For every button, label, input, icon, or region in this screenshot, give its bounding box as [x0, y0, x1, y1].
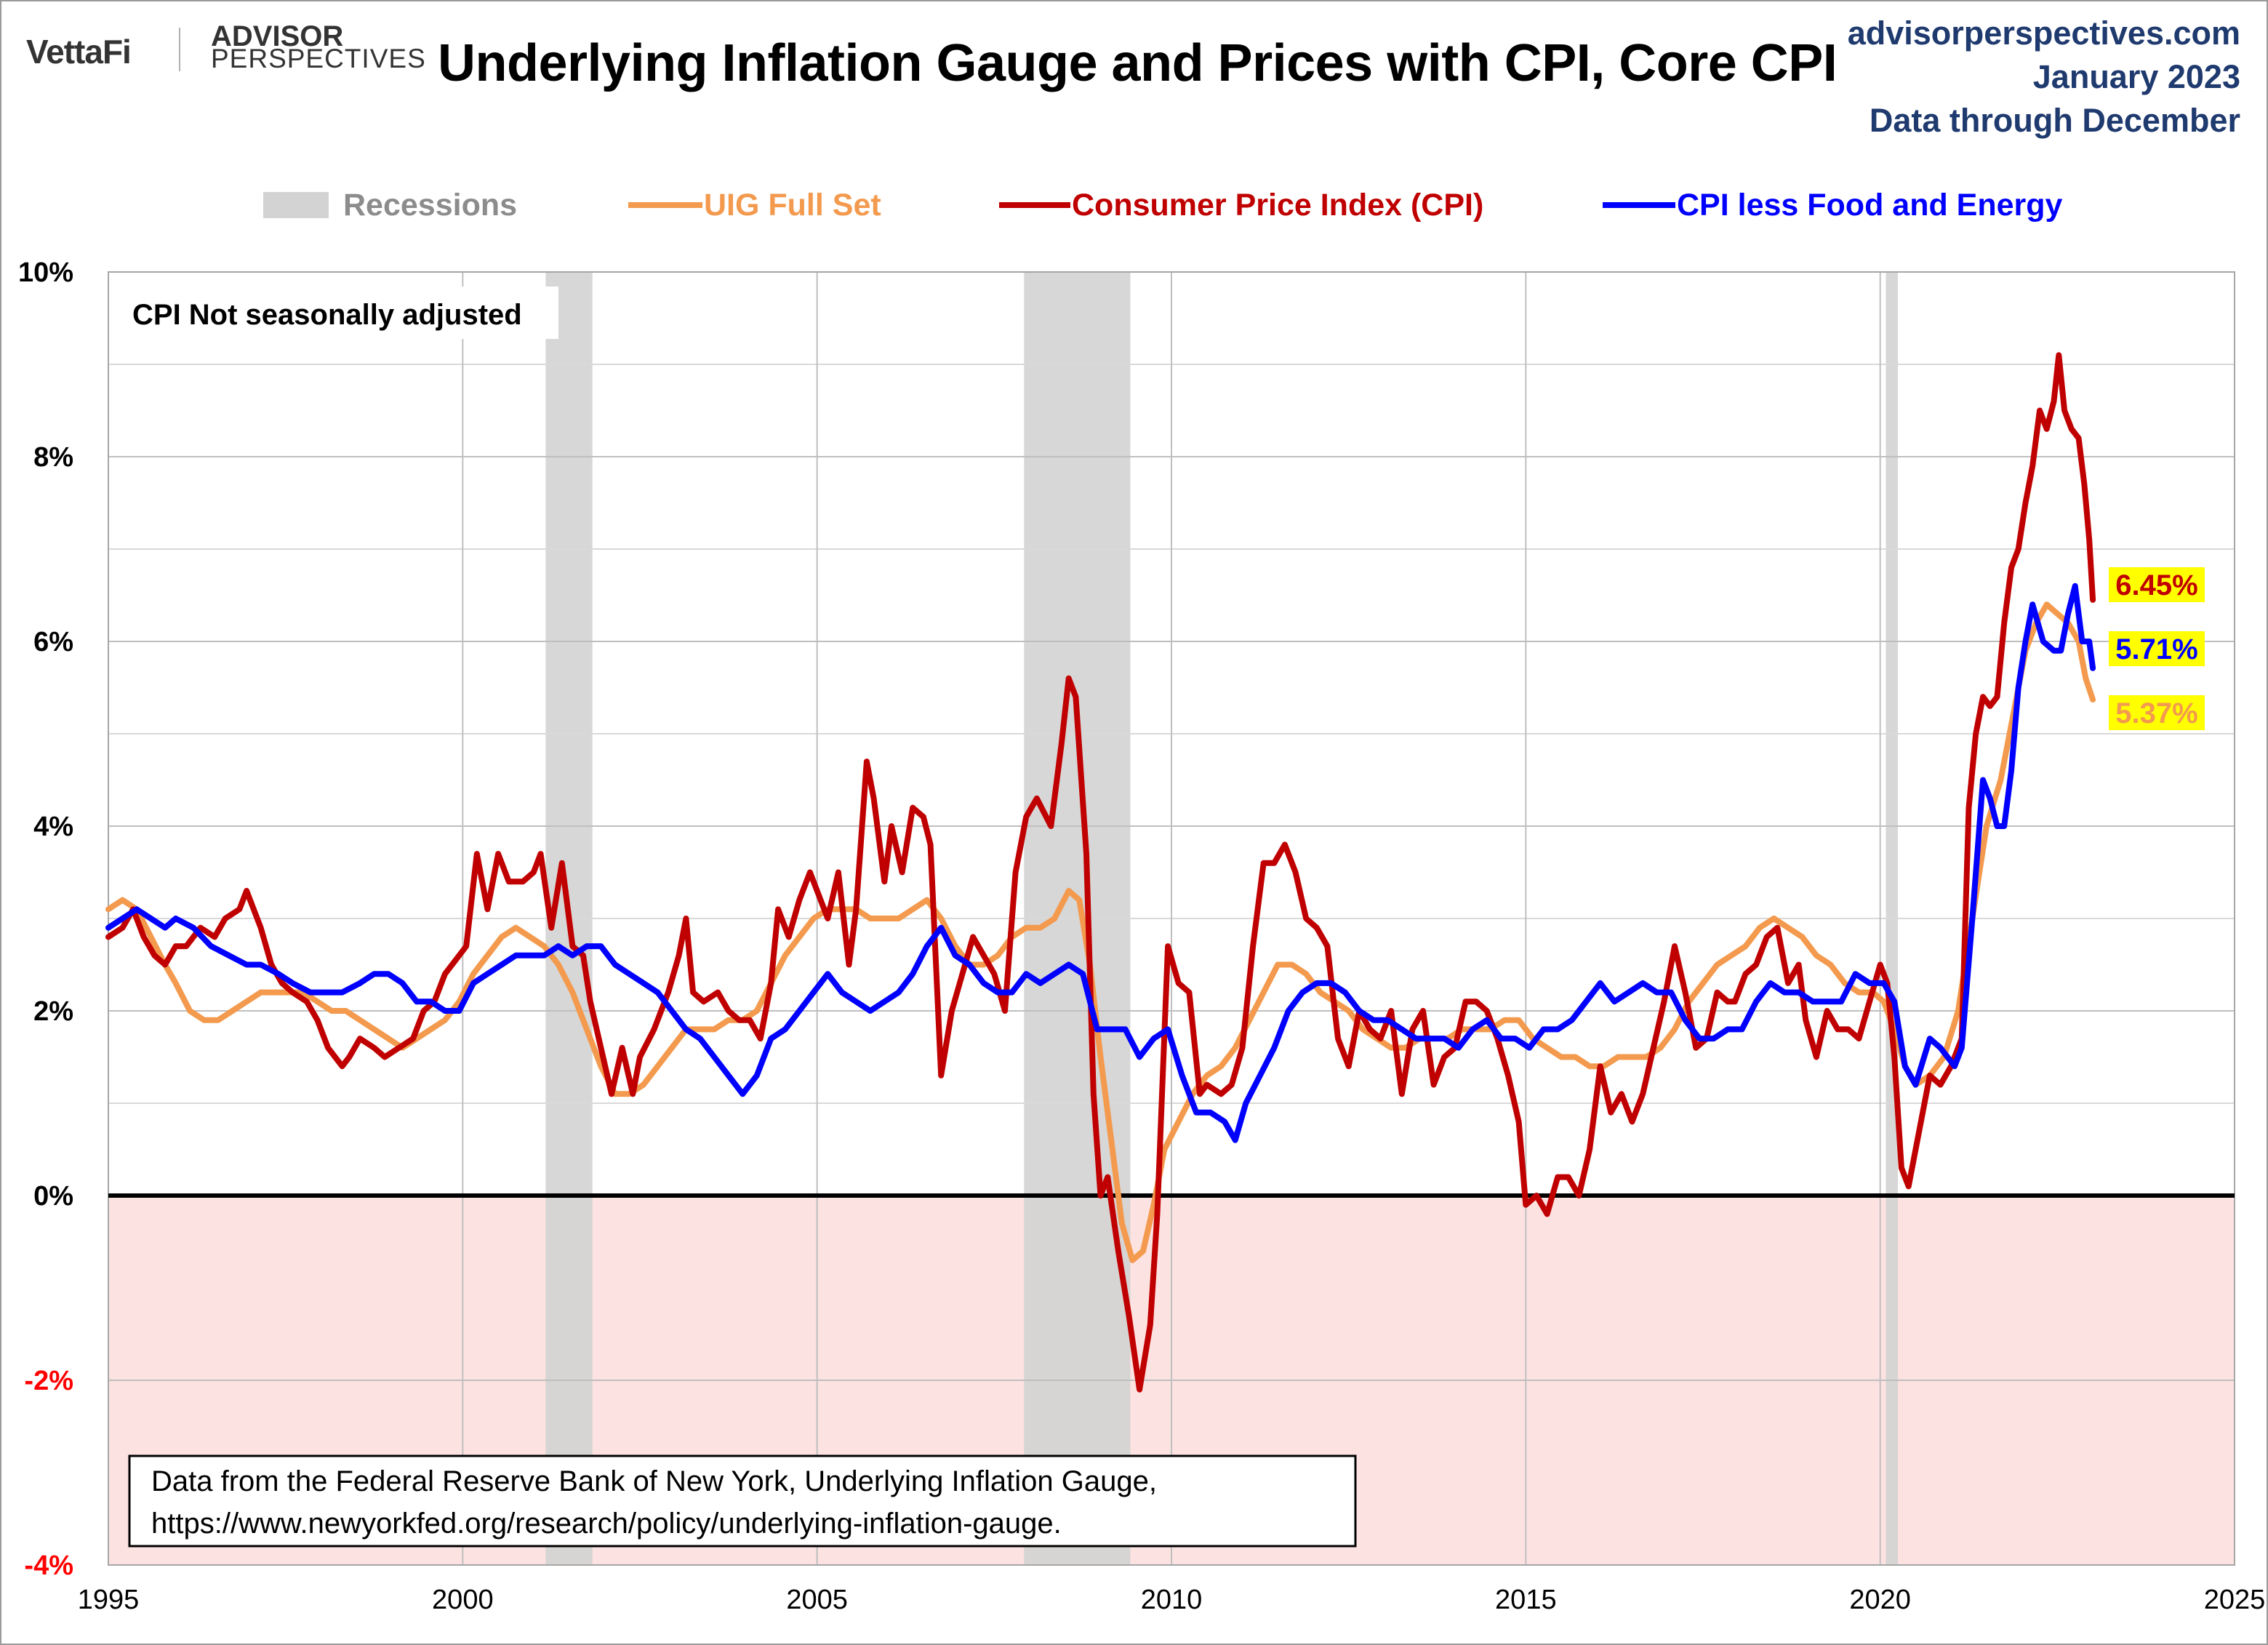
legend-swatch-recessions — [263, 192, 329, 218]
x-tick-label: 2015 — [1495, 1585, 1557, 1615]
legend-label-uig: UIG Full Set — [704, 188, 881, 223]
end-label-core: 5.71% — [2115, 633, 2197, 665]
end-label-bg-uig — [2109, 695, 2205, 730]
source-note-line-1: Data from the Federal Reserve Bank of Ne… — [151, 1465, 1157, 1497]
x-tick-label: 2005 — [786, 1585, 848, 1615]
y-tick-label: 10% — [18, 257, 73, 288]
advisor-perspectives-logo-bottom: PERSPECTIVES — [211, 44, 426, 73]
y-tick-label: 4% — [33, 812, 73, 842]
y-tick-label: -2% — [24, 1366, 73, 1396]
y-tick-label: -4% — [24, 1550, 73, 1581]
source-note-line-2: https://www.newyorkfed.org/research/poli… — [151, 1508, 1062, 1540]
source-note-box — [128, 1454, 1357, 1548]
annotation-text: CPI Not seasonally adjusted — [132, 299, 522, 331]
legend-label-core: CPI less Food and Energy — [1677, 188, 2063, 223]
end-label-bg-core — [2109, 631, 2205, 666]
plot-border — [108, 271, 2235, 1566]
series-line-core — [105, 583, 2096, 1143]
x-tick-label: 2025 — [2204, 1585, 2266, 1615]
x-tick-label: 1995 — [78, 1585, 140, 1615]
y-tick-label: 2% — [33, 996, 73, 1027]
x-tick-label: 2010 — [1141, 1585, 1203, 1615]
site-url: advisorperspectives.com — [1847, 15, 2240, 52]
advisor-perspectives-logo-top: ADVISOR — [211, 20, 344, 52]
chart-title: Underlying Inflation Gauge and Prices wi… — [438, 34, 1838, 92]
logo-divider — [179, 28, 180, 71]
x-tick-label: 2020 — [1849, 1585, 1911, 1615]
data-through: Data through December — [1869, 102, 2240, 139]
end-label-bg-cpi — [2109, 567, 2205, 602]
series-line-uig — [105, 601, 2096, 1263]
publish-date: January 2023 — [2032, 58, 2240, 95]
y-tick-label: 8% — [33, 442, 73, 473]
end-label-cpi: 6.45% — [2115, 569, 2197, 601]
y-tick-label: 0% — [33, 1181, 73, 1212]
series-line-cpi — [105, 352, 2096, 1393]
legend-label-recessions: Recessions — [343, 188, 517, 223]
annotation-box — [122, 287, 558, 339]
y-tick-label: 6% — [33, 627, 73, 657]
x-tick-label: 2000 — [432, 1585, 494, 1615]
end-label-uig: 5.37% — [2115, 697, 2197, 729]
legend-label-cpi: Consumer Price Index (CPI) — [1072, 188, 1483, 223]
vettafi-logo: VettaFi — [26, 33, 132, 71]
